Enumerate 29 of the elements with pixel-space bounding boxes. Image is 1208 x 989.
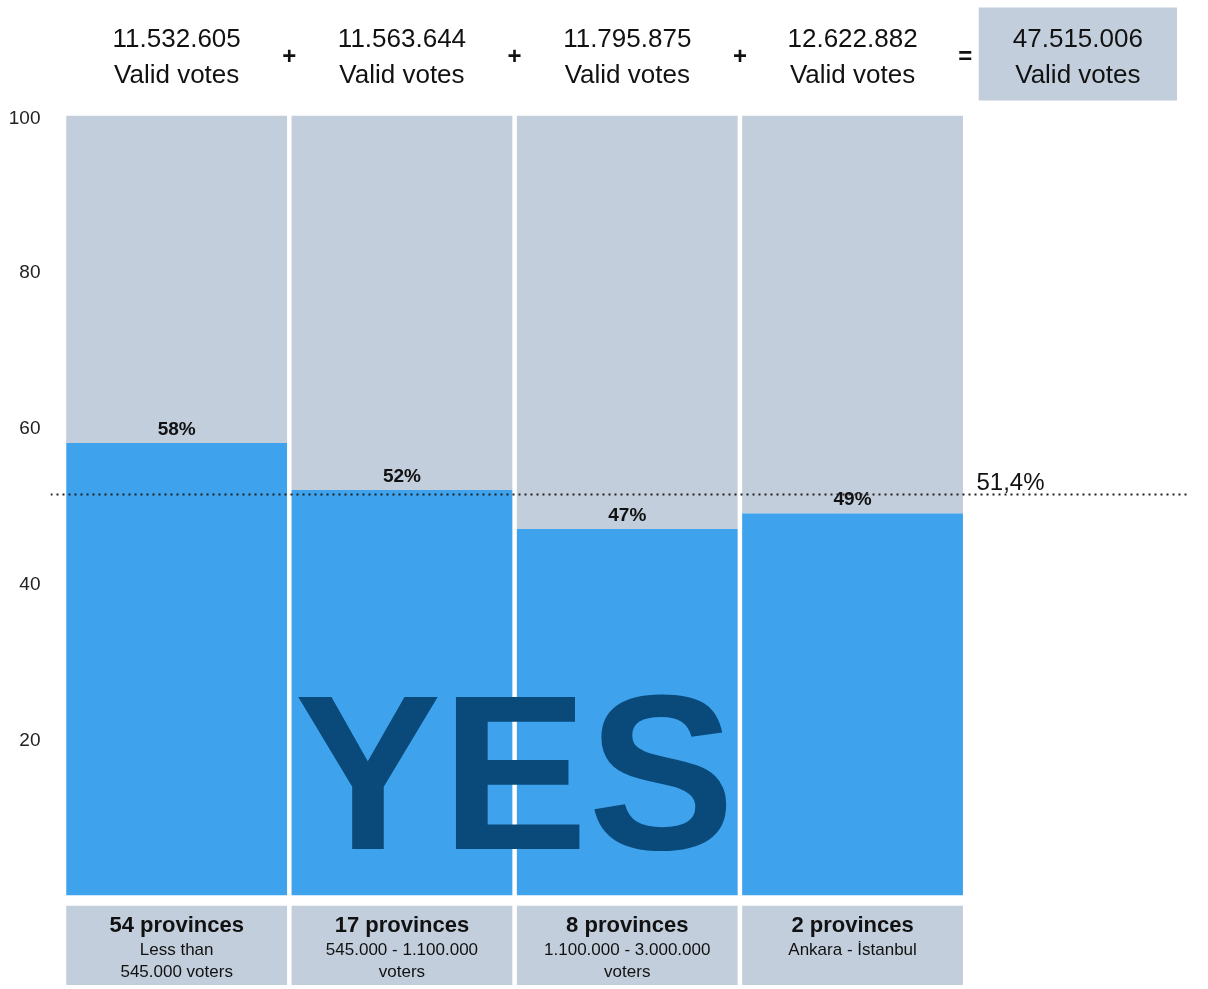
bar: [742, 513, 963, 896]
y-tick-label: 80: [19, 261, 41, 282]
y-tick-label: 60: [19, 417, 41, 438]
text: +: [282, 42, 297, 69]
bar: [291, 115, 513, 490]
text: 11.532.605 Valid votes: [112, 22, 241, 89]
x-tick-label: 54 provinces Less than 545.000 voters: [109, 911, 244, 982]
ref-line-label: 51,4%: [976, 467, 1045, 495]
bar: [66, 115, 288, 444]
bar: [742, 115, 963, 514]
x-tick-label: 2 provinces Ankara - İstanbul: [788, 911, 917, 959]
text: 12.622.882 Valid votes: [787, 22, 918, 89]
y-tick-label: 100: [8, 106, 41, 128]
data-label: 58%: [157, 418, 196, 440]
data-label: 52%: [382, 464, 422, 486]
text: +: [507, 42, 522, 69]
y-tick-label: 40: [19, 573, 41, 594]
bar: [516, 115, 738, 529]
text: 11.563.644 Valid votes: [337, 22, 467, 89]
y-tick-label: 20: [19, 729, 41, 750]
text: +: [732, 42, 747, 69]
text: 47.515.006 Valid votes: [1012, 22, 1143, 89]
data-label: 47%: [608, 503, 647, 525]
bar: [66, 443, 288, 896]
x-tick-label: 8 provinces 1.100.000 - 3.000.000 voters: [544, 911, 711, 982]
text: =: [958, 42, 973, 69]
text: 11.795.875 Valid votes: [563, 22, 692, 89]
data-label: 49%: [833, 488, 872, 510]
x-tick-label: 17 provinces 545.000 - 1.100.000 voters: [325, 911, 479, 982]
